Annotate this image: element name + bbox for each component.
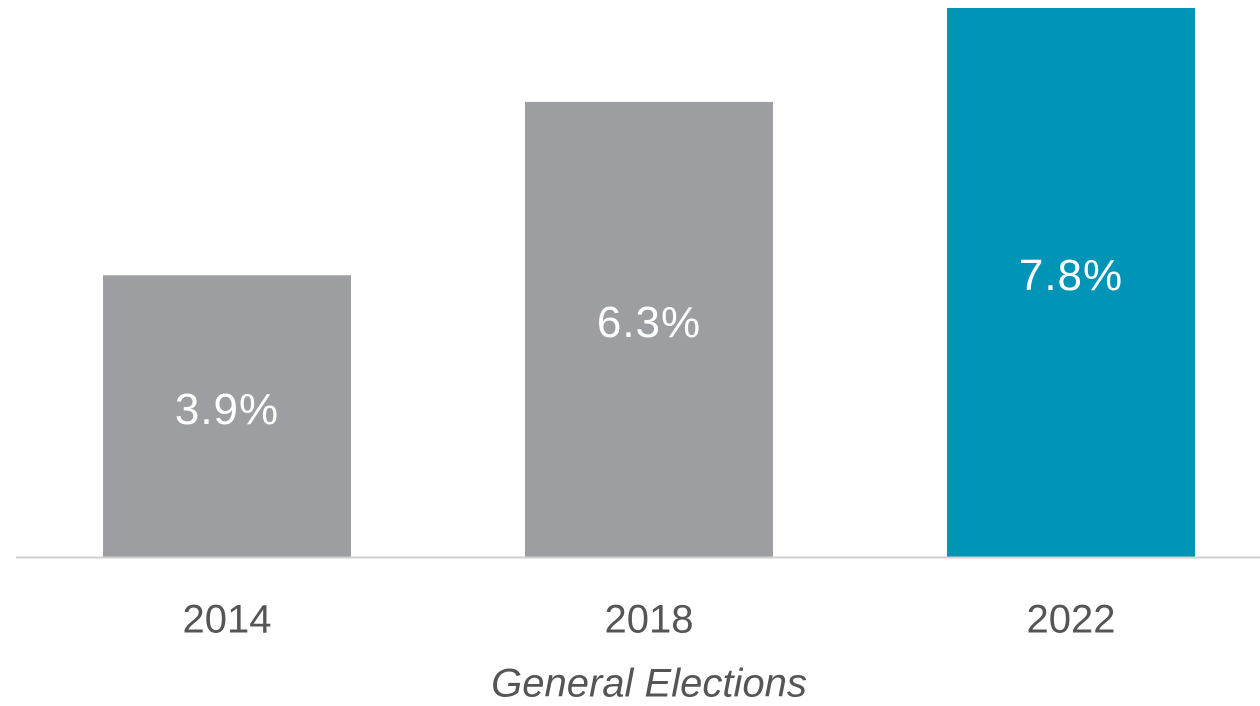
data-label: 7.8%: [1019, 251, 1123, 300]
plot-area: [103, 8, 1195, 557]
x-tick-label: 2014: [183, 598, 272, 642]
bar: [103, 275, 351, 557]
data-label: 6.3%: [597, 298, 701, 347]
x-tick-label: 2018: [605, 598, 694, 642]
x-tick-label: 2022: [1027, 598, 1116, 642]
bar: [947, 8, 1195, 557]
x-axis-title: General Elections: [491, 662, 807, 706]
bar: [525, 101, 773, 557]
data-label: 3.9%: [175, 385, 279, 434]
